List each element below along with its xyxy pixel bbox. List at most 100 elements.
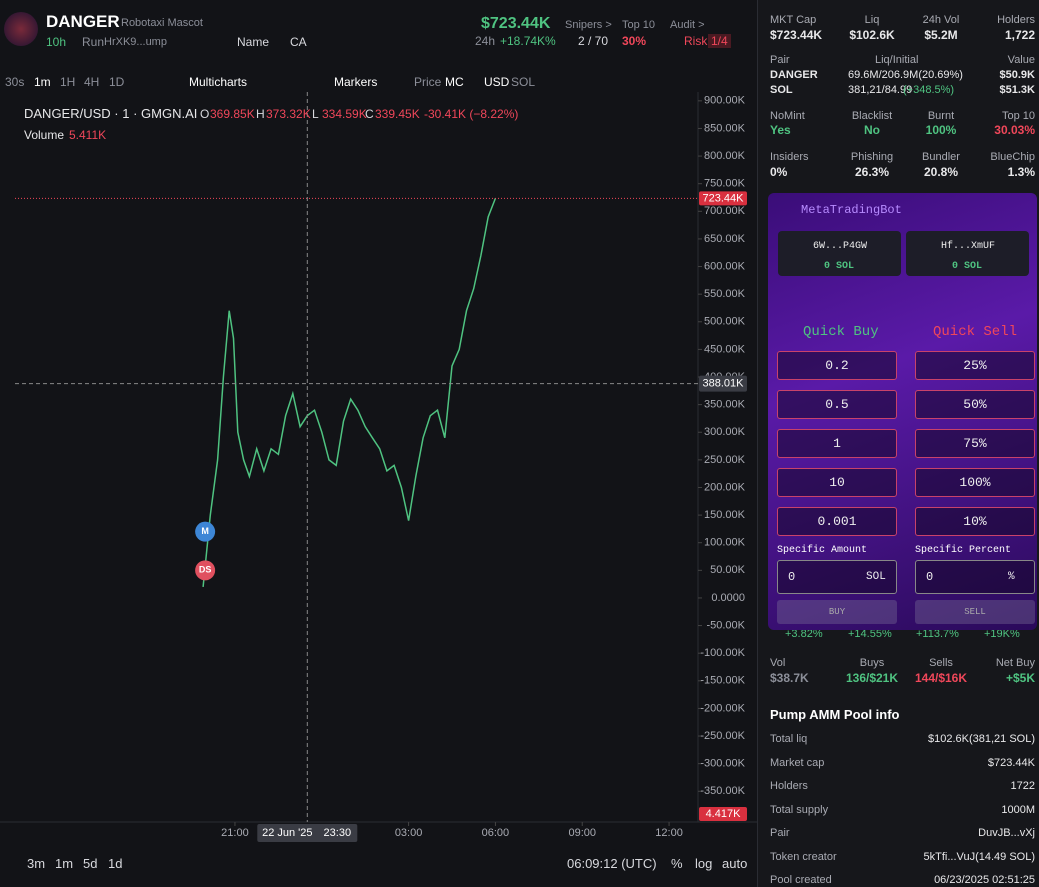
- stat-value: 136/$21K: [845, 671, 899, 685]
- stat-label: Holders: [997, 14, 1035, 26]
- stat-label: Top 10: [1001, 110, 1035, 122]
- percent-input[interactable]: 0%: [915, 560, 1035, 594]
- quick-sell-button[interactable]: 25%: [915, 351, 1035, 380]
- interval-button[interactable]: 4H: [84, 75, 100, 89]
- pool-value: 1722: [1010, 780, 1035, 792]
- sell-button[interactable]: SELL: [915, 600, 1035, 624]
- wallet-name: Hf...XmUF: [941, 241, 996, 252]
- clock: 06:09:12 (UTC): [567, 856, 657, 871]
- crosshair-time: 23:30: [324, 827, 352, 839]
- wallet-card[interactable]: 6W...P4GW 0 SOL: [778, 231, 901, 276]
- quick-sell-title: Quick Sell: [933, 324, 1018, 340]
- snipers-label[interactable]: Snipers >: [565, 19, 612, 31]
- stat-value: $102.6K: [849, 28, 895, 42]
- period-change: +113.7%: [916, 628, 959, 640]
- period-change: +3.82%: [785, 628, 823, 640]
- quick-buy-button[interactable]: 0.001: [777, 507, 897, 536]
- stat-value: 1,722: [1004, 28, 1035, 42]
- pair-header: Pair: [770, 54, 790, 66]
- wallet-card[interactable]: Hf...XmUF 0 SOL: [906, 231, 1029, 276]
- crosshair-date: 22 Jun '25: [262, 827, 312, 839]
- sol-toggle[interactable]: SOL: [511, 75, 536, 89]
- stat-value: 144/$16K: [914, 671, 968, 685]
- price: $723.44K: [481, 15, 551, 32]
- stat-label: Liq: [864, 14, 880, 26]
- last-price-tag: [699, 191, 747, 206]
- quick-sell-button[interactable]: 10%: [915, 507, 1035, 536]
- usd-toggle[interactable]: USD: [484, 75, 510, 89]
- interval-button[interactable]: 1D: [109, 75, 125, 89]
- stat-value: 26.3%: [854, 165, 890, 179]
- y-tick-label: 650.00K: [704, 233, 746, 245]
- y-tick-label: 50.00K: [710, 564, 746, 576]
- stat-label: MKT Cap: [770, 14, 817, 26]
- range-button[interactable]: 1d: [108, 856, 123, 871]
- range-button[interactable]: 3m: [27, 856, 46, 871]
- percent-toggle[interactable]: %: [671, 856, 683, 871]
- amount-label: Specific Amount: [777, 545, 868, 556]
- interval-button[interactable]: 1m: [34, 75, 51, 89]
- pair-name: DANGER: [770, 69, 818, 81]
- y-tick-label: 750.00K: [704, 178, 746, 190]
- token-name: DANGER: [46, 12, 120, 31]
- quick-sell-button[interactable]: 75%: [915, 429, 1035, 458]
- x-tick-label: 21:00: [221, 827, 249, 839]
- price-toggle[interactable]: Price: [414, 75, 442, 89]
- percent-unit: %: [1008, 571, 1015, 583]
- stat-value: $5.2M: [924, 28, 958, 42]
- change: +18.74K%: [500, 34, 556, 48]
- pool-label: Pool created: [770, 874, 832, 886]
- range-button[interactable]: 1m: [55, 856, 74, 871]
- risk-value: 1/4: [708, 34, 731, 48]
- stat-value: No: [864, 123, 880, 137]
- markers-button[interactable]: Markers: [334, 75, 378, 89]
- stat-label: Burnt: [927, 110, 955, 122]
- name-search[interactable]: Name: [237, 35, 270, 49]
- auto-toggle[interactable]: auto: [722, 856, 748, 871]
- y-tick-label: 500.00K: [704, 316, 746, 328]
- ca-search[interactable]: CA: [290, 35, 307, 49]
- percent-value: 0: [926, 570, 934, 584]
- pair-header: Liq/Initial: [875, 54, 919, 66]
- buy-button[interactable]: BUY: [777, 600, 897, 624]
- pool-label: Market cap: [770, 756, 825, 769]
- y-tick-label: -100.00K: [700, 647, 745, 659]
- pool-label: Total liq: [770, 733, 808, 745]
- y-tick-label: 450.00K: [704, 343, 746, 355]
- mc-toggle[interactable]: MC: [445, 75, 464, 89]
- stat-label: Net Buy: [995, 657, 1035, 669]
- amount-unit: SOL: [866, 571, 886, 583]
- quick-buy-button[interactable]: 0.5: [777, 390, 897, 419]
- y-tick-label: 700.00K: [704, 205, 746, 217]
- quick-buy-button[interactable]: 0.2: [777, 351, 897, 380]
- pair-value: $51.3K: [999, 84, 1035, 96]
- y-tick-label: -50.00K: [706, 619, 745, 631]
- quick-sell-button[interactable]: 100%: [915, 468, 1035, 497]
- pair-liq: 381,21/84.99: [848, 84, 913, 96]
- quick-buy-button[interactable]: 1: [777, 429, 897, 458]
- x-tick-label: 03:00: [395, 827, 423, 839]
- pool-value: 1000M: [1001, 803, 1035, 816]
- quick-buy-button[interactable]: 10: [777, 468, 897, 497]
- range-button[interactable]: 5d: [83, 856, 98, 871]
- audit-label[interactable]: Audit >: [670, 19, 705, 31]
- stat-label: NoMint: [770, 110, 805, 122]
- legend-value: 339.45K: [375, 107, 420, 121]
- interval-button[interactable]: 1H: [60, 75, 76, 89]
- y-tick-label: 150.00K: [704, 509, 746, 521]
- percent-label: Specific Percent: [915, 545, 1012, 556]
- snipers: 2 / 70: [578, 34, 609, 48]
- multicharts-button[interactable]: Multicharts: [189, 75, 248, 89]
- y-tick-label: -150.00K: [700, 675, 745, 687]
- y-tick-label: 800.00K: [704, 150, 746, 162]
- log-toggle[interactable]: log: [695, 856, 713, 871]
- interval-button[interactable]: 30s: [5, 75, 25, 89]
- quick-sell-button[interactable]: 50%: [915, 390, 1035, 419]
- stat-value: $723.44K: [770, 28, 823, 42]
- token-address: HrXK9...ump: [104, 36, 167, 48]
- volume-tag: [699, 807, 747, 821]
- stat-value: Yes: [770, 123, 791, 137]
- event-marker: [195, 521, 216, 542]
- amount-input[interactable]: 0 SOL: [777, 560, 897, 594]
